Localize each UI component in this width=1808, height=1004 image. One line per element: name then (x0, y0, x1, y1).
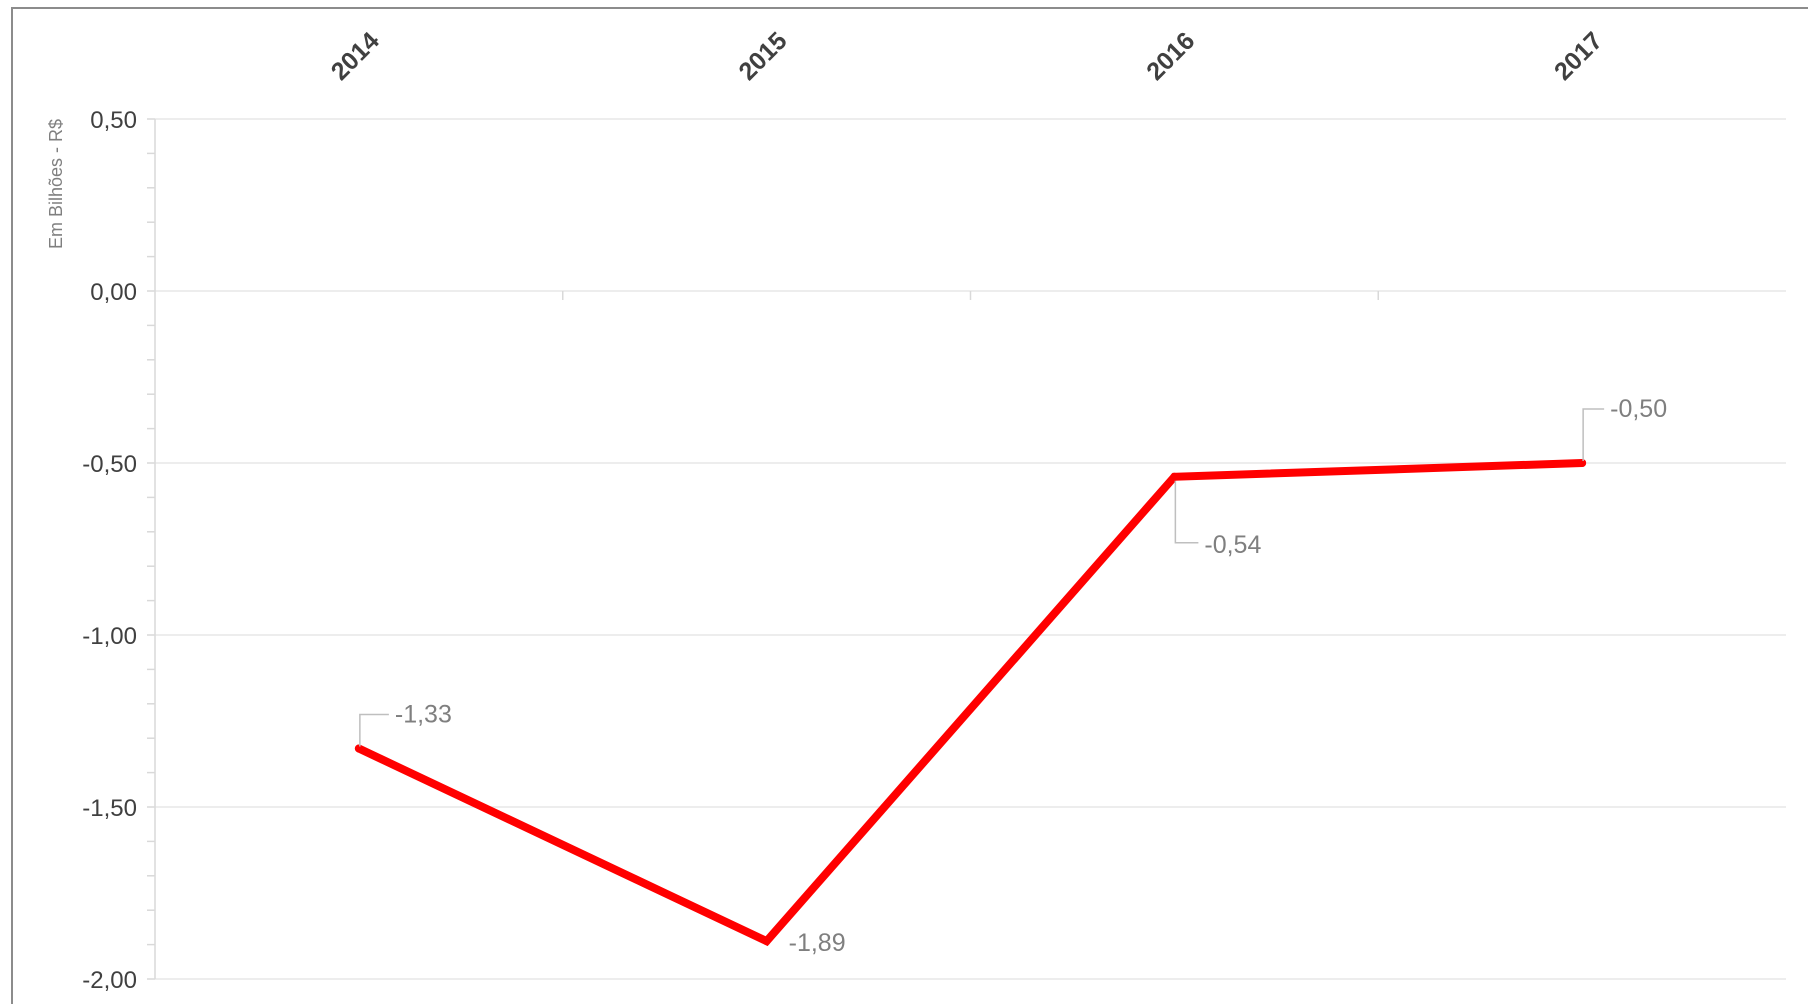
series-layer (354, 459, 1587, 947)
data-label: -1,33 (395, 701, 452, 729)
data-label: -0,54 (1204, 531, 1261, 559)
y-tick-label: -1,00 (82, 623, 137, 650)
data-labels: -1,33 -1,89 -0,54 -0,50 (359, 395, 1667, 957)
y-tick-label: 0,50 (90, 107, 137, 134)
y-axis-title: Em Bilhões - R$ (46, 119, 66, 249)
y-tick-label: -1,50 (82, 795, 137, 822)
x-category-labels: 2014 2015 2016 2017 (326, 27, 1608, 86)
x-category-label: 2016 (1141, 27, 1200, 86)
data-point (1170, 472, 1179, 481)
data-label-leader (1582, 408, 1605, 461)
data-label: -0,50 (1610, 395, 1667, 423)
y-tick-label: 0,00 (90, 279, 137, 306)
x-category-label: 2017 (1549, 27, 1608, 86)
x-category-label: 2014 (326, 27, 385, 86)
data-label-leader (1174, 480, 1199, 544)
gridlines (155, 118, 1786, 980)
y-tick-label: -2,00 (82, 967, 137, 994)
data-label-leader (359, 713, 389, 747)
x-category-label: 2015 (733, 27, 792, 86)
data-point (354, 744, 363, 753)
data-label: -1,89 (789, 929, 846, 957)
y-tick-labels: 0,50 0,00 -0,50 -1,00 -1,50 -2,00 (82, 107, 137, 994)
chart-border (11, 7, 1808, 1004)
axes (147, 118, 1379, 980)
y-tick-label: -0,50 (82, 451, 137, 478)
data-point (762, 937, 771, 946)
series-line (354, 459, 1587, 947)
data-point (1578, 459, 1587, 467)
